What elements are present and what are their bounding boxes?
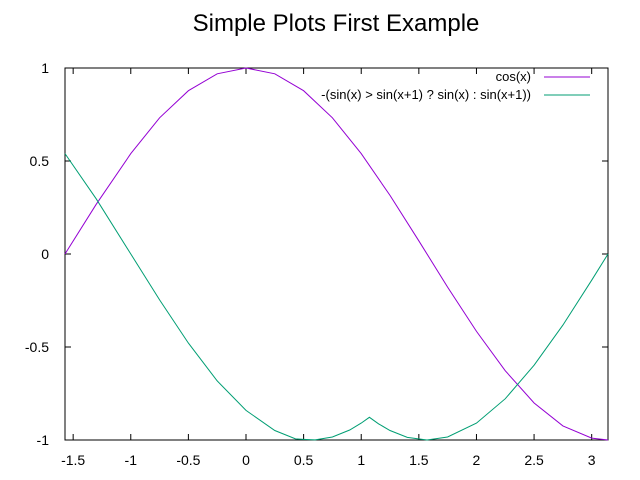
x-axis: -1.5 -1 -0.5 0 0.5 1 1.5 2 2.5 3 xyxy=(61,68,596,468)
y-tick-label: -0.5 xyxy=(25,339,49,355)
y-tick-label: 1 xyxy=(41,60,49,76)
y-tick-label: -1 xyxy=(37,432,50,448)
y-tick-label: 0.5 xyxy=(30,153,50,169)
y-tick-label: 0 xyxy=(41,246,49,262)
plot-frame xyxy=(64,67,609,441)
x-tick-label: 0.5 xyxy=(294,452,314,468)
chart-title: Simple Plots First Example xyxy=(193,10,480,37)
x-tick-label: -0.5 xyxy=(176,452,200,468)
x-tick-label: 0 xyxy=(242,452,250,468)
x-tick-label: 2.5 xyxy=(524,452,544,468)
y-axis: -1 -0.5 0 0.5 1 xyxy=(25,60,608,448)
x-tick-label: -1 xyxy=(125,452,138,468)
series-line-1 xyxy=(64,67,609,441)
x-tick-label: -1.5 xyxy=(61,452,85,468)
x-tick-label: 1 xyxy=(357,452,365,468)
plot-border xyxy=(64,67,609,441)
x-tick-label: 2 xyxy=(473,452,481,468)
legend: cos(x) -(sin(x) > sin(x+1) ? sin(x) : sin… xyxy=(321,69,590,102)
legend-label-1: cos(x) xyxy=(496,69,531,84)
series-line-2 xyxy=(64,153,609,441)
series-layer xyxy=(64,67,609,441)
legend-label-2: -(sin(x) > sin(x+1) ? sin(x) : sin(x+1)) xyxy=(321,87,531,102)
x-tick-label: 3 xyxy=(588,452,596,468)
x-tick-label: 1.5 xyxy=(409,452,429,468)
